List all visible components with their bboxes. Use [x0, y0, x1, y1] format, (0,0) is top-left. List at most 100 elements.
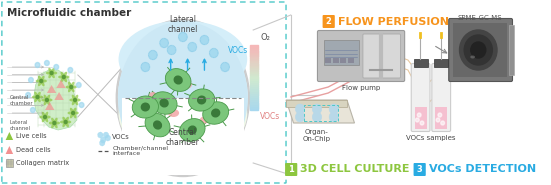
- Ellipse shape: [32, 95, 37, 98]
- Bar: [250, 88, 258, 90]
- Ellipse shape: [73, 112, 79, 115]
- Ellipse shape: [151, 92, 177, 114]
- Ellipse shape: [62, 122, 66, 127]
- Ellipse shape: [39, 115, 45, 119]
- Circle shape: [29, 78, 33, 83]
- Circle shape: [64, 120, 67, 124]
- Ellipse shape: [188, 89, 215, 111]
- Circle shape: [200, 36, 209, 45]
- Ellipse shape: [149, 92, 156, 98]
- Circle shape: [295, 112, 305, 122]
- Bar: [6, 159, 13, 167]
- Bar: [250, 70, 258, 73]
- Circle shape: [417, 113, 421, 117]
- Text: Live cells: Live cells: [16, 133, 47, 139]
- Circle shape: [438, 113, 442, 117]
- FancyBboxPatch shape: [322, 15, 335, 28]
- Polygon shape: [286, 100, 347, 107]
- Ellipse shape: [34, 92, 38, 97]
- FancyBboxPatch shape: [285, 163, 298, 176]
- Bar: [250, 66, 258, 69]
- Ellipse shape: [54, 123, 58, 128]
- Ellipse shape: [45, 117, 48, 122]
- Circle shape: [46, 98, 48, 102]
- Ellipse shape: [159, 98, 169, 107]
- Circle shape: [415, 118, 419, 122]
- Circle shape: [26, 92, 30, 97]
- FancyBboxPatch shape: [317, 31, 404, 82]
- Text: 2: 2: [326, 17, 332, 26]
- Ellipse shape: [165, 69, 191, 91]
- Bar: [333, 58, 338, 63]
- Ellipse shape: [75, 98, 80, 102]
- Ellipse shape: [41, 98, 47, 102]
- Ellipse shape: [61, 77, 64, 82]
- Ellipse shape: [44, 95, 47, 100]
- Ellipse shape: [74, 95, 78, 100]
- Ellipse shape: [183, 82, 192, 88]
- Circle shape: [221, 63, 229, 71]
- Circle shape: [295, 104, 305, 114]
- Circle shape: [53, 122, 56, 125]
- Ellipse shape: [44, 100, 47, 105]
- Ellipse shape: [63, 72, 67, 77]
- Bar: [250, 107, 258, 110]
- Ellipse shape: [60, 120, 66, 124]
- Bar: [250, 86, 258, 88]
- Circle shape: [54, 65, 58, 70]
- Ellipse shape: [65, 122, 69, 127]
- Circle shape: [460, 30, 497, 70]
- Ellipse shape: [68, 112, 73, 115]
- Bar: [122, 98, 244, 175]
- Ellipse shape: [36, 80, 41, 83]
- Text: FLOW PERFUSION: FLOW PERFUSION: [338, 16, 449, 26]
- Circle shape: [40, 80, 42, 83]
- Ellipse shape: [61, 72, 64, 77]
- Ellipse shape: [68, 82, 72, 87]
- Bar: [250, 81, 258, 84]
- Ellipse shape: [71, 82, 74, 87]
- FancyBboxPatch shape: [411, 63, 430, 132]
- Text: SPME-GC-MS: SPME-GC-MS: [458, 15, 503, 21]
- Bar: [250, 83, 258, 86]
- Text: Chamber/channel
interface: Chamber/channel interface: [112, 146, 169, 156]
- Text: 3: 3: [417, 165, 423, 174]
- Circle shape: [471, 42, 486, 58]
- Ellipse shape: [46, 95, 50, 100]
- Ellipse shape: [38, 76, 42, 81]
- Text: Collagen matrix: Collagen matrix: [16, 160, 69, 166]
- Ellipse shape: [63, 77, 67, 82]
- Circle shape: [79, 102, 84, 107]
- Bar: [250, 68, 258, 71]
- Bar: [250, 97, 258, 99]
- Bar: [250, 90, 258, 93]
- Ellipse shape: [65, 117, 69, 122]
- Ellipse shape: [71, 87, 74, 92]
- Bar: [250, 64, 258, 67]
- Ellipse shape: [55, 122, 60, 125]
- Ellipse shape: [54, 118, 58, 123]
- Ellipse shape: [64, 75, 69, 78]
- Circle shape: [312, 112, 322, 122]
- Bar: [250, 51, 258, 54]
- Ellipse shape: [66, 120, 71, 124]
- Circle shape: [441, 121, 445, 125]
- Ellipse shape: [42, 112, 46, 117]
- Ellipse shape: [174, 75, 183, 85]
- Circle shape: [70, 85, 73, 88]
- Circle shape: [68, 68, 73, 73]
- Circle shape: [44, 115, 46, 119]
- Ellipse shape: [72, 100, 75, 105]
- Text: Central
chamber: Central chamber: [166, 128, 200, 147]
- Ellipse shape: [68, 87, 72, 92]
- Text: 1: 1: [288, 165, 294, 174]
- Ellipse shape: [73, 113, 77, 118]
- Ellipse shape: [168, 109, 179, 117]
- Circle shape: [50, 71, 53, 75]
- Bar: [434, 59, 449, 67]
- Text: Central
chamber: Central chamber: [9, 95, 33, 106]
- Bar: [250, 105, 258, 108]
- Ellipse shape: [70, 113, 74, 118]
- Ellipse shape: [118, 21, 247, 174]
- Ellipse shape: [71, 85, 77, 88]
